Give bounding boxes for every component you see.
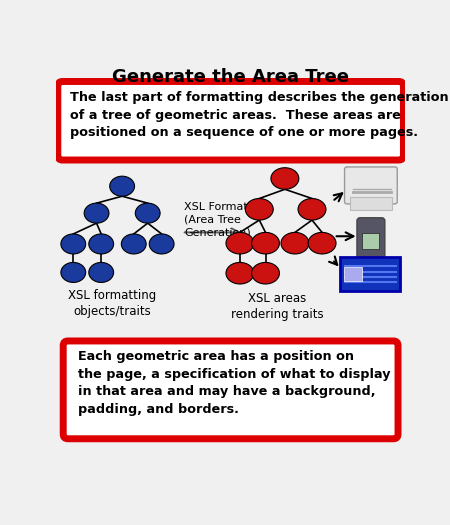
FancyBboxPatch shape bbox=[357, 218, 385, 269]
Ellipse shape bbox=[61, 234, 86, 254]
Ellipse shape bbox=[89, 234, 113, 254]
Ellipse shape bbox=[135, 203, 160, 223]
Ellipse shape bbox=[149, 234, 174, 254]
Text: Generate the Area Tree: Generate the Area Tree bbox=[112, 68, 349, 87]
Ellipse shape bbox=[226, 233, 254, 254]
FancyBboxPatch shape bbox=[350, 197, 392, 210]
Ellipse shape bbox=[308, 233, 336, 254]
Ellipse shape bbox=[252, 233, 279, 254]
Text: Each geometric area has a position on
the page, a specification of what to displ: Each geometric area has a position on th… bbox=[78, 350, 391, 416]
Ellipse shape bbox=[110, 176, 135, 196]
Ellipse shape bbox=[298, 198, 326, 220]
FancyBboxPatch shape bbox=[362, 233, 379, 248]
FancyBboxPatch shape bbox=[58, 81, 404, 160]
Text: XSL areas
rendering traits: XSL areas rendering traits bbox=[231, 292, 324, 321]
Ellipse shape bbox=[61, 262, 86, 282]
FancyBboxPatch shape bbox=[340, 257, 400, 291]
Text: XSL Formatting
(Area Tree
Generation): XSL Formatting (Area Tree Generation) bbox=[184, 202, 270, 237]
Text: The last part of formatting describes the generation
of a tree of geometric area: The last part of formatting describes th… bbox=[70, 91, 449, 140]
Ellipse shape bbox=[226, 262, 254, 284]
FancyBboxPatch shape bbox=[344, 267, 362, 280]
FancyBboxPatch shape bbox=[345, 167, 397, 204]
Ellipse shape bbox=[84, 203, 109, 223]
Ellipse shape bbox=[89, 262, 113, 282]
Ellipse shape bbox=[245, 198, 273, 220]
Ellipse shape bbox=[122, 234, 146, 254]
Text: XSL formatting
objects/traits: XSL formatting objects/traits bbox=[68, 289, 156, 318]
Ellipse shape bbox=[252, 262, 279, 284]
Ellipse shape bbox=[271, 167, 299, 190]
Ellipse shape bbox=[281, 233, 309, 254]
FancyBboxPatch shape bbox=[63, 341, 398, 439]
